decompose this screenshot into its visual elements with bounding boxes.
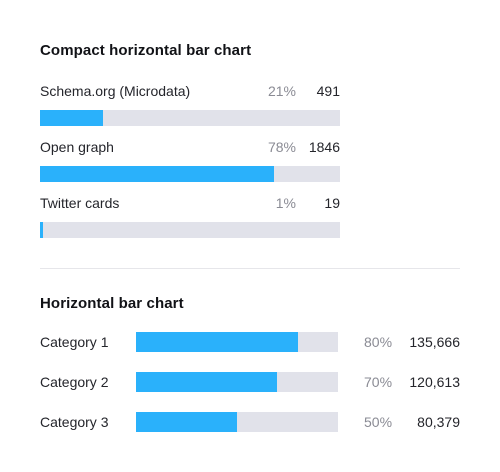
horizontal-chart-title: Horizontal bar chart bbox=[40, 295, 184, 312]
compact-bar-percent: 78% bbox=[267, 139, 296, 155]
compact-bar-percent: 1% bbox=[275, 195, 296, 211]
compact-bar-track bbox=[40, 166, 340, 182]
compact-bar-row-schema: Schema.org (Microdata) 21% 491 bbox=[40, 82, 340, 130]
bar-row-category-1: Category 1 80% 135,666 bbox=[40, 332, 460, 352]
bar-label: Category 3 bbox=[40, 414, 109, 430]
section-divider bbox=[40, 268, 460, 269]
bar-fill bbox=[136, 372, 277, 392]
compact-chart-title: Compact horizontal bar chart bbox=[40, 42, 252, 59]
compact-bar-label: Schema.org (Microdata) bbox=[40, 83, 191, 99]
bar-label: Category 2 bbox=[40, 374, 109, 390]
compact-bar-percent: 21% bbox=[267, 83, 296, 99]
compact-bar-row-twitter: Twitter cards 1% 19 bbox=[40, 194, 340, 242]
bar-track bbox=[136, 332, 338, 352]
bar-percent: 80% bbox=[364, 334, 393, 350]
compact-bar-value: 1846 bbox=[308, 139, 340, 155]
bar-value: 80,379 bbox=[417, 414, 460, 430]
compact-bar-track bbox=[40, 110, 340, 126]
compact-bar-label: Twitter cards bbox=[40, 195, 120, 211]
bar-fill bbox=[136, 412, 237, 432]
compact-bar-fill bbox=[40, 110, 103, 126]
compact-bar-value: 19 bbox=[324, 195, 340, 211]
compact-bar-row-open-graph: Open graph 78% 1846 bbox=[40, 138, 340, 186]
compact-bar-value: 491 bbox=[316, 83, 340, 99]
bar-row-category-2: Category 2 70% 120,613 bbox=[40, 372, 460, 392]
bar-value: 135,666 bbox=[409, 334, 460, 350]
bar-track bbox=[136, 372, 338, 392]
bar-value: 120,613 bbox=[409, 374, 460, 390]
compact-bar-fill bbox=[40, 222, 43, 238]
bar-row-category-3: Category 3 50% 80,379 bbox=[40, 412, 460, 432]
compact-bar-label: Open graph bbox=[40, 139, 114, 155]
compact-bar-fill bbox=[40, 166, 274, 182]
bar-percent: 70% bbox=[364, 374, 393, 390]
bar-label: Category 1 bbox=[40, 334, 109, 350]
bar-track bbox=[136, 412, 338, 432]
bar-percent: 50% bbox=[364, 414, 393, 430]
bar-fill bbox=[136, 332, 298, 352]
compact-bar-track bbox=[40, 222, 340, 238]
